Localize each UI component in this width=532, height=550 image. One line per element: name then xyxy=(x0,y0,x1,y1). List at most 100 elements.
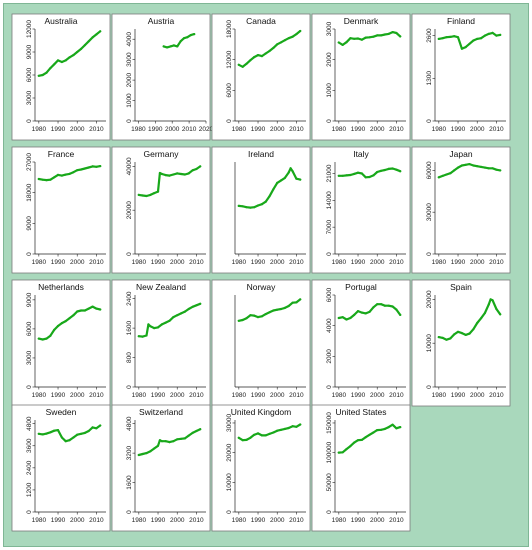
data-point xyxy=(49,431,52,434)
data-point xyxy=(72,171,75,174)
data-point xyxy=(349,445,352,448)
data-point xyxy=(60,60,64,64)
data-point xyxy=(376,303,379,306)
data-point xyxy=(41,338,44,341)
data-point xyxy=(183,173,186,176)
y-tick-label: 20000 xyxy=(426,290,433,308)
data-point xyxy=(289,167,292,170)
x-tick-label: 2000 xyxy=(170,259,185,266)
data-point xyxy=(87,166,90,169)
data-point xyxy=(345,318,348,321)
data-point xyxy=(499,313,502,316)
panel-title: New Zealand xyxy=(136,282,186,292)
y-tick-label: 2000 xyxy=(326,349,333,364)
data-point xyxy=(295,425,298,428)
data-point xyxy=(341,174,344,177)
panel-frame xyxy=(311,279,411,407)
panel-germany: Germany 1980 1990 2000 2010 0 20000 40000 xyxy=(111,146,211,274)
x-tick-label: 1990 xyxy=(51,259,66,266)
data-point xyxy=(276,43,279,46)
data-point xyxy=(372,174,375,177)
data-point xyxy=(495,168,498,171)
panel-title: Austria xyxy=(148,16,175,26)
y-tick-label: 3000 xyxy=(326,21,333,36)
data-point xyxy=(345,448,348,451)
panel-title: Sweden xyxy=(46,407,77,417)
data-point xyxy=(53,176,56,179)
x-tick-label: 1980 xyxy=(132,517,147,524)
y-tick-label: 1000 xyxy=(326,83,333,98)
y-tick-label: 800 xyxy=(126,352,133,363)
data-point xyxy=(372,306,375,309)
data-point xyxy=(391,423,394,426)
data-point xyxy=(53,328,56,331)
data-point xyxy=(56,59,60,62)
x-tick-label: 2010 xyxy=(389,517,404,524)
data-point xyxy=(141,452,144,456)
x-tick-label: 1980 xyxy=(332,517,347,524)
data-point xyxy=(349,316,352,320)
data-point xyxy=(445,173,448,176)
data-point xyxy=(453,35,456,38)
data-point xyxy=(172,173,175,176)
y-tick-label: 40000 xyxy=(126,157,133,175)
x-tick-label: 2010 xyxy=(89,126,104,133)
data-point xyxy=(291,425,294,428)
data-point xyxy=(149,325,152,328)
data-point xyxy=(445,36,448,39)
panel-denmark: Denmark 1980 1990 2000 2010 0 1000 2000 3000 xyxy=(311,13,411,141)
y-tick-label: 100000 xyxy=(326,441,333,463)
data-point xyxy=(53,63,56,66)
panel-frame xyxy=(311,13,411,141)
x-tick-label: 1990 xyxy=(251,259,266,266)
data-point xyxy=(176,172,179,175)
data-point xyxy=(272,188,275,191)
data-point xyxy=(264,200,267,203)
data-point xyxy=(491,299,494,302)
data-point xyxy=(249,314,252,317)
data-point xyxy=(245,206,248,209)
x-tick-label: 2000 xyxy=(270,259,285,266)
x-tick-label: 2010 xyxy=(489,126,504,133)
y-tick-label: 0 xyxy=(26,510,33,514)
data-point xyxy=(472,164,475,167)
panel-title: Australia xyxy=(44,16,77,26)
y-tick-label: 3000 xyxy=(126,52,133,67)
data-point xyxy=(153,327,156,330)
data-point xyxy=(141,194,144,197)
data-point xyxy=(353,37,356,40)
data-point xyxy=(241,205,244,208)
data-point xyxy=(368,310,371,313)
data-point xyxy=(49,334,52,337)
data-point xyxy=(353,172,356,175)
y-tick-label: 150000 xyxy=(326,412,333,434)
data-point xyxy=(191,431,194,434)
panel-netherlands: Netherlands 1980 1990 2000 2010 0 3000 6000 9000 xyxy=(11,279,111,407)
x-tick-label: 1980 xyxy=(232,392,247,399)
x-tick-label: 2000 xyxy=(470,259,485,266)
data-point xyxy=(376,34,379,37)
data-point xyxy=(199,428,202,431)
series-line-austria xyxy=(162,33,196,49)
data-point xyxy=(83,309,86,312)
x-tick-label: 1980 xyxy=(232,126,247,133)
panel-frame xyxy=(11,146,111,274)
x-tick-label: 1990 xyxy=(451,126,466,133)
y-tick-label: 18000 xyxy=(226,20,233,38)
data-point xyxy=(56,173,60,176)
data-point xyxy=(437,336,440,339)
data-point xyxy=(99,308,102,311)
y-tick-label: 3000 xyxy=(26,90,33,105)
data-point xyxy=(349,173,352,177)
x-tick-label: 2000 xyxy=(370,392,385,399)
data-point xyxy=(353,441,356,444)
data-point xyxy=(64,320,67,323)
data-point xyxy=(60,322,64,325)
data-point xyxy=(60,174,64,177)
data-point xyxy=(480,37,483,40)
data-point xyxy=(456,36,460,39)
data-point xyxy=(72,314,75,317)
data-point xyxy=(56,429,60,432)
data-point xyxy=(91,36,94,39)
data-point xyxy=(453,169,456,172)
